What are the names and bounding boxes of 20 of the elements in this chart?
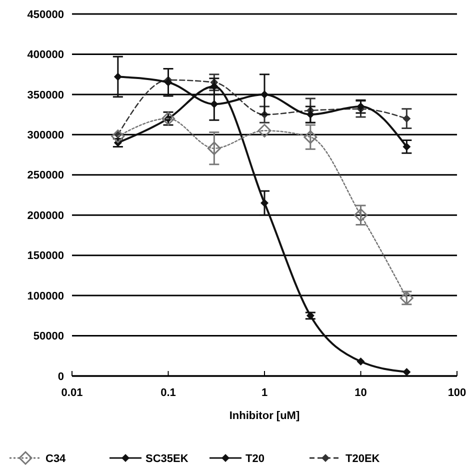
x-axis-title: Inhibitor [uM]	[229, 410, 300, 422]
legend-label: T20EK	[346, 452, 380, 465]
y-tick-label: 0	[58, 370, 64, 383]
legend-label: SC35EK	[146, 452, 188, 465]
x-tick-label: 0.1	[160, 387, 176, 399]
x-tick-label: 1	[261, 387, 268, 399]
x-tick-label: 0.01	[61, 387, 83, 399]
y-tick-label: 400000	[27, 49, 64, 62]
y-tick-label: 100000	[27, 290, 64, 302]
x-tick-label: 100	[448, 387, 466, 399]
y-tick-label: 150000	[27, 250, 64, 262]
y-tick-label: 50000	[33, 330, 64, 343]
y-tick-label: 200000	[27, 210, 64, 222]
legend-label: T20	[246, 452, 264, 465]
y-tick-label: 350000	[27, 89, 64, 102]
y-tick-label: 450000	[27, 8, 64, 21]
x-tick-label: 10	[354, 387, 367, 399]
y-tick-label: 300000	[27, 130, 64, 142]
legend-label: C34	[46, 452, 67, 465]
y-tick-label: 250000	[27, 170, 64, 182]
